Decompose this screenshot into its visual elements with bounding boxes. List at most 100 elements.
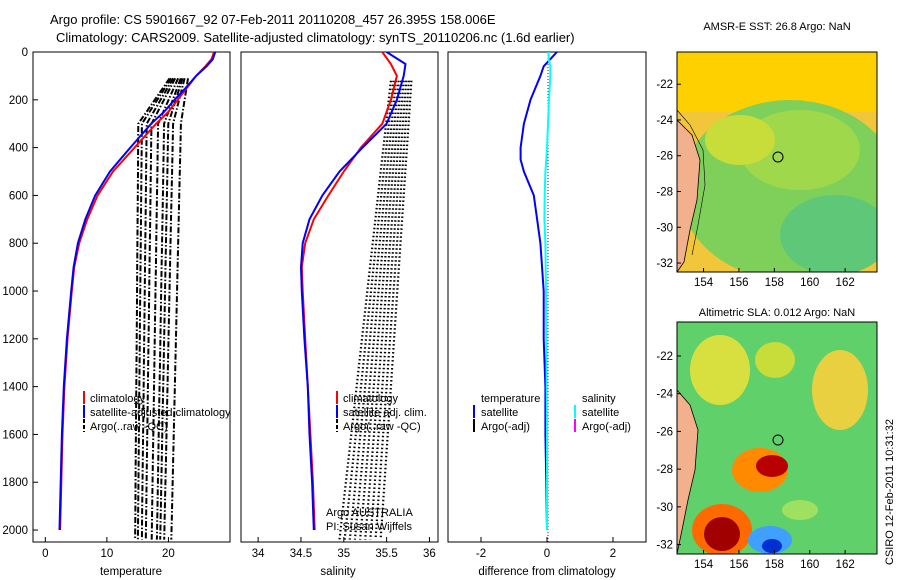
temperature-xtick-label: 0 xyxy=(42,548,48,560)
depth-tick-label: 0 xyxy=(22,47,28,59)
sla_map-xtick-label: 156 xyxy=(729,559,748,571)
sst_map-xtick-label: 154 xyxy=(694,277,714,289)
sla_map-ytick-label: -26 xyxy=(656,426,673,438)
difference-series xyxy=(519,52,558,531)
salinity-ticks: 34 34.5 35 35.5 36 xyxy=(252,537,436,560)
temperature-legend: climatology satellite-adjusted climatolo… xyxy=(83,391,231,433)
temperature-argo-line xyxy=(150,77,180,540)
salinity-xtick-label: 35.5 xyxy=(375,548,397,560)
sal-legend-climatology: climatology xyxy=(343,393,399,405)
sla-mid-region xyxy=(782,500,818,520)
difference-xtick-label: -2 xyxy=(476,548,486,560)
sst_map-ytick-label: -26 xyxy=(656,151,673,163)
depth-tick-label: 1400 xyxy=(2,382,28,394)
sla-map-ticks: 154 156 158 160 162 -22 -24 -26 -28 -30 -32 xyxy=(656,351,854,571)
sst-map xyxy=(677,52,877,272)
depth-tick-label: 600 xyxy=(9,190,28,202)
sla-warm-eddy-2-core xyxy=(704,517,740,551)
sst-profile-marker xyxy=(772,151,784,163)
temperature-axes xyxy=(32,51,231,543)
diff-legend-sal-satellite: satellite xyxy=(582,407,619,419)
sla_map-ytick-label: -24 xyxy=(656,389,673,401)
temperature-argo-line xyxy=(155,77,182,540)
salinity-xtick-label: 34 xyxy=(252,548,265,560)
depth-tick-label: 400 xyxy=(9,143,28,155)
temperature-argo-line xyxy=(170,78,189,540)
sla_map-ytick-label: -30 xyxy=(656,502,673,514)
temperature-ticks: 0 10 2002004006008001000120014001600180020… xyxy=(2,47,174,560)
salinity-xlabel: salinity xyxy=(320,566,355,578)
title-line-1: Argo profile: CS 5901667_92 07-Feb-2011 … xyxy=(50,12,496,27)
title-line-2: Climatology: CARS2009. Satellite-adjuste… xyxy=(56,30,575,45)
sst_map-ytick-label: -28 xyxy=(656,187,673,199)
sla-high-3 xyxy=(812,350,868,430)
sst-map-title: AMSR-E SST: 26.8 Argo: NaN xyxy=(703,21,850,33)
sla_map-xtick-label: 162 xyxy=(836,559,855,571)
sla_map-xtick-label: 158 xyxy=(765,559,784,571)
diff-legend-temp-argo: Argo(-adj) xyxy=(481,421,530,433)
sla_map-ytick-label: -22 xyxy=(656,351,673,363)
temperature-argo-line xyxy=(136,77,172,540)
sla-land xyxy=(677,389,699,554)
sst_map-ytick-label: -24 xyxy=(656,115,673,127)
sst_map-xtick-label: 160 xyxy=(800,277,819,289)
depth-tick-label: 1800 xyxy=(2,477,28,489)
sst_map-xtick-label: 156 xyxy=(729,277,748,289)
sla_map-ytick-label: -28 xyxy=(656,464,673,476)
difference-series-0 xyxy=(519,52,558,531)
depth-tick-label: 200 xyxy=(9,95,28,107)
temperature-xlabel: temperature xyxy=(100,566,162,578)
sst_map-xtick-label: 162 xyxy=(836,277,855,289)
depth-tick-label: 2000 xyxy=(2,525,28,537)
sla_map-xtick-label: 160 xyxy=(800,559,819,571)
salinity-annotation-1: Argo AUSTRALIA xyxy=(326,507,413,519)
sst_map-ytick-label: -30 xyxy=(656,222,673,234)
diff-legend-temperature-header: temperature xyxy=(481,393,540,405)
difference-legend: temperature satellite Argo(-adj) salinit… xyxy=(473,393,631,433)
depth-tick-label: 1600 xyxy=(2,429,28,441)
sla-warm-eddy-1-core xyxy=(756,455,788,477)
diff-legend-sal-argo: Argo(-adj) xyxy=(582,421,631,433)
temperature-series-1 xyxy=(58,52,217,531)
sst-map-ticks: 154 156 158 160 162 -22 -24 -26 -28 -30 -32 xyxy=(656,79,854,289)
sla_map-ytick-label: -32 xyxy=(656,540,673,552)
diff-legend-salinity-header: salinity xyxy=(582,393,616,405)
sla-high-1 xyxy=(690,335,750,405)
difference-ticks: -2 0 2 xyxy=(476,537,616,560)
sal-legend-argo: Argo(..raw -QC) xyxy=(343,421,421,433)
sst_map-ytick-label: -22 xyxy=(656,79,673,91)
diff-legend-temp-satellite: satellite xyxy=(481,407,518,419)
sst_map-ytick-label: -32 xyxy=(656,258,673,270)
sla-map-frame xyxy=(676,321,878,555)
legend-satellite: satellite-adjusted climatology xyxy=(90,407,231,419)
difference-xtick-label: 0 xyxy=(544,548,550,560)
sla_map-xtick-label: 154 xyxy=(694,559,714,571)
sst-coastline xyxy=(677,109,706,256)
sla-map-title: Altimetric SLA: 0.012 Argo: NaN xyxy=(699,307,856,319)
temperature-argo-line xyxy=(140,77,175,540)
sla-map xyxy=(677,322,877,554)
legend-climatology: climatology xyxy=(90,393,146,405)
sst_map-xtick-label: 158 xyxy=(765,277,784,289)
salinity-series-1 xyxy=(299,52,407,531)
sst-map-frame xyxy=(676,51,878,273)
depth-tick-label: 800 xyxy=(9,238,28,250)
temperature-argo-line xyxy=(134,77,171,540)
salinity-annotation-2: PI: Susan Wijffels xyxy=(326,521,412,533)
sst-land xyxy=(677,119,701,272)
sla-high-2 xyxy=(755,342,795,378)
legend-argo: Argo(..raw -QC) xyxy=(90,421,168,433)
difference-xtick-label: 2 xyxy=(610,548,616,560)
salinity-xtick-label: 36 xyxy=(423,548,436,560)
salinity-legend: climatology satellite adj. clim. Argo(..… xyxy=(336,391,427,433)
temperature-xtick-label: 20 xyxy=(162,548,175,560)
sst-coolest-region xyxy=(780,195,877,272)
temperature-argo-line xyxy=(163,78,186,540)
sal-legend-satellite: satellite adj. clim. xyxy=(343,407,427,419)
difference-series-1 xyxy=(543,52,552,530)
sla-profile-marker xyxy=(772,434,784,446)
sla-cold-eddy-core xyxy=(762,539,782,553)
temperature-series xyxy=(58,52,217,531)
temperature-argo-line xyxy=(159,78,184,540)
